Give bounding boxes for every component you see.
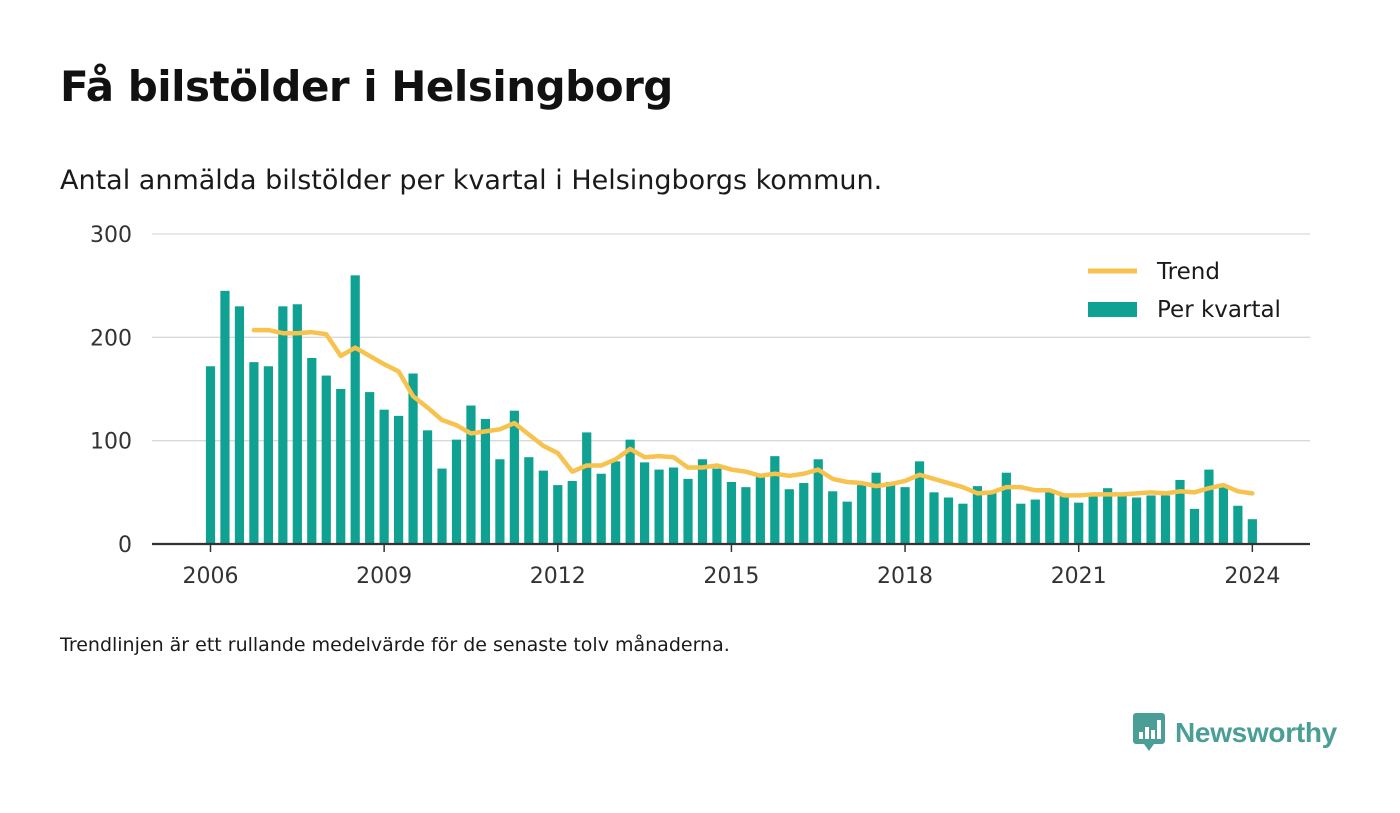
footnote: Trendlinjen är ett rullande medelvärde f… <box>60 634 730 656</box>
bar <box>365 392 375 544</box>
bar <box>350 275 360 544</box>
x-tick-label: 2018 <box>877 564 933 589</box>
legend-trend-label: Trend <box>1156 259 1220 285</box>
bar <box>1233 505 1243 544</box>
bar <box>249 362 259 544</box>
y-tick-label: 0 <box>118 533 132 558</box>
bar <box>1103 488 1113 544</box>
trend-line <box>251 327 1255 498</box>
bar <box>1045 492 1055 544</box>
x-tick-label: 2006 <box>183 564 239 589</box>
bar <box>784 489 794 544</box>
bar <box>654 469 664 544</box>
bar <box>871 472 881 544</box>
bar <box>1146 495 1156 544</box>
bar <box>885 482 896 544</box>
bar <box>567 480 577 544</box>
chart-title: Få bilstölder i Helsingborg <box>60 62 673 111</box>
bar <box>220 290 230 544</box>
bar <box>437 468 447 544</box>
bar <box>321 375 331 544</box>
bar <box>799 483 809 544</box>
bar <box>712 468 722 544</box>
bar <box>640 462 650 544</box>
bar <box>1247 519 1257 544</box>
bar <box>466 405 476 544</box>
chart-subtitle: Antal anmälda bilstölder per kvartal i H… <box>60 165 883 196</box>
bar <box>379 409 389 544</box>
x-tick-label: 2009 <box>356 564 412 589</box>
bar <box>451 439 462 544</box>
bar <box>1001 472 1011 544</box>
legend-bar-label: Per kvartal <box>1157 297 1281 323</box>
bar <box>697 459 708 544</box>
bar <box>1131 497 1142 544</box>
bar <box>524 457 534 544</box>
bar <box>582 432 592 544</box>
bar <box>611 461 621 544</box>
bar <box>828 491 838 544</box>
bar <box>900 487 910 544</box>
bar <box>1204 469 1214 544</box>
bar <box>1030 499 1040 544</box>
bar <box>958 503 968 544</box>
bar <box>596 473 606 544</box>
bar <box>422 430 433 544</box>
bar <box>755 473 765 544</box>
bar <box>987 492 997 544</box>
x-tick-label: 2015 <box>703 564 759 589</box>
bar <box>741 487 751 544</box>
bar <box>1088 494 1098 544</box>
x-tick-label: 2021 <box>1051 564 1107 589</box>
bar <box>336 389 346 544</box>
bar <box>972 486 983 544</box>
brand-logo: Newsworthy <box>1133 712 1337 754</box>
bar <box>770 456 780 544</box>
bar <box>1074 502 1084 544</box>
bar <box>480 418 491 544</box>
bar <box>726 482 737 544</box>
x-tick-label: 2012 <box>530 564 586 589</box>
bar <box>625 439 635 544</box>
newsworthy-logo-icon <box>1133 713 1165 753</box>
bar <box>1117 495 1127 544</box>
bar <box>943 497 954 544</box>
bar <box>495 459 505 544</box>
bar <box>683 478 693 544</box>
bar <box>1189 508 1200 544</box>
bar <box>842 501 852 544</box>
bar <box>408 373 418 544</box>
bar <box>553 485 563 544</box>
bar <box>929 492 939 544</box>
bar <box>1016 503 1026 544</box>
legend-bar-swatch <box>1088 302 1137 317</box>
bar <box>857 485 867 544</box>
bar <box>509 410 519 544</box>
bar <box>292 304 302 544</box>
y-tick-label: 300 <box>90 223 132 248</box>
bar <box>307 358 317 544</box>
y-tick-label: 200 <box>90 326 132 351</box>
bar <box>234 306 245 544</box>
bar <box>538 470 548 544</box>
y-tick-label: 100 <box>90 430 132 455</box>
bar <box>914 461 925 544</box>
bar <box>1059 495 1069 544</box>
bar <box>1175 479 1185 544</box>
bar <box>1218 487 1228 544</box>
bar <box>1160 495 1171 544</box>
brand-name: Newsworthy <box>1175 717 1337 748</box>
bar <box>263 366 273 544</box>
bar <box>394 415 404 544</box>
bar <box>668 467 679 544</box>
bar <box>278 306 288 544</box>
x-tick-label: 2024 <box>1224 564 1280 589</box>
bar <box>205 366 216 544</box>
bar <box>813 459 823 544</box>
